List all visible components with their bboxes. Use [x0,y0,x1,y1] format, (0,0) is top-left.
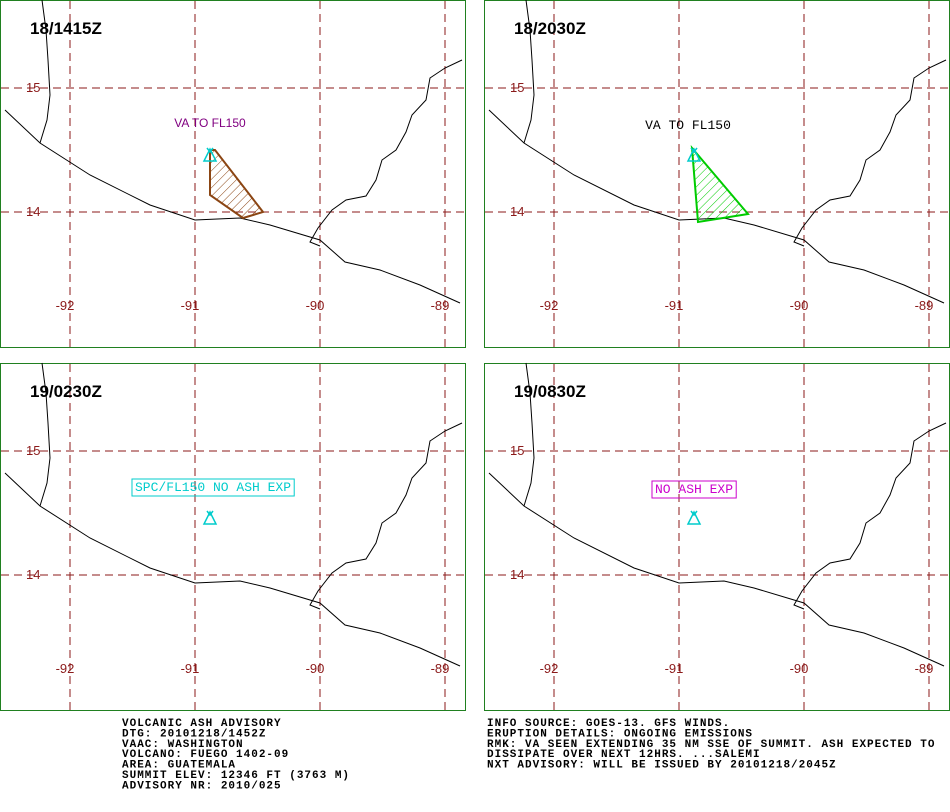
coastline [309,59,463,247]
coastline [793,422,947,610]
lon-label: -91 [181,298,200,313]
valid-time: 19/0830Z [514,382,586,401]
coastline [4,472,461,667]
advisory-line: ADVISORY NR: 2010/025 [122,780,282,792]
lon-label: -92 [540,298,559,313]
advisory-line: NXT ADVISORY: WILL BE ISSUED BY 20101218… [487,760,837,772]
lat-label: 15 [26,443,40,458]
coastline [39,0,51,144]
coastline [39,362,51,507]
lat-label: 14 [510,204,524,219]
lon-label: -89 [915,661,934,676]
valid-time: 19/0230Z [30,382,102,401]
advisory-line: AREA: GUATEMALA [122,760,236,772]
lon-label: -90 [306,298,325,313]
annotation: NO ASH EXP [655,482,733,497]
lon-label: -90 [790,298,809,313]
map-panel: 15 14 -92 -91 -90 -89 18/1415Z VA TO FL150 [0,0,466,348]
annotation: VA TO FL150 [174,116,246,130]
map-panel: 15 14 -92 -91 -90 -89 19/0830Z NO ASH EXP [484,362,950,711]
ash-cloud [209,149,265,220]
advisory-line: ERUPTION DETAILS: ONGOING EMISSIONS [487,728,753,740]
annotation: VA TO FL150 [645,118,731,133]
advisory-line: VOLCANIC ASH ADVISORY [122,718,282,730]
lat-label: 14 [26,567,40,582]
lat-label: 14 [26,204,40,219]
coastline [793,59,947,247]
lon-label: -89 [915,298,934,313]
lon-label: -92 [56,661,75,676]
valid-time: 18/2030Z [514,19,586,38]
lat-label: 15 [26,80,40,95]
lon-label: -89 [431,298,450,313]
annotation: SPC/FL150 NO ASH EXP [135,480,291,495]
advisory-line: SUMMIT ELEV: 12346 FT (3763 M) [122,770,350,782]
lon-label: -91 [181,661,200,676]
lon-label: -92 [56,298,75,313]
lon-label: -90 [306,661,325,676]
panel-border [484,363,950,711]
coastline [488,472,945,667]
volcano-icon [686,510,702,525]
advisory-line: DISSIPATE OVER NEXT 12HRS. ...SALEMI [487,749,761,761]
volcano-icon [202,147,218,162]
volcano-icon [202,510,218,525]
lat-label: 15 [510,443,524,458]
map-panel: 15 14 -92 -91 -90 -89 18/2030Z VA TO FL150 [484,0,950,348]
coastline [4,109,461,304]
lon-label: -89 [431,661,450,676]
lon-label: -90 [790,661,809,676]
annotation-box [131,478,295,497]
ash-cloud [690,144,750,224]
lon-label: -92 [540,661,559,676]
coastline [523,0,535,144]
panel-border [0,363,466,711]
advisory-line: VOLCANO: FUEGO 1402-09 [122,749,289,761]
lat-label: 15 [510,80,524,95]
lon-label: -91 [665,298,684,313]
advisory-line: DTG: 20101218/1452Z [122,728,266,740]
volcano-icon [686,147,702,162]
lon-label: -91 [665,661,684,676]
lat-label: 14 [510,567,524,582]
panel-border [484,0,950,348]
coastline [488,109,945,304]
advisory-line: VAAC: WASHINGTON [122,739,244,751]
annotation-box [651,480,737,499]
coastline [309,422,463,610]
valid-time: 18/1415Z [30,19,102,38]
advisory-line: RMK: VA SEEN EXTENDING 35 NM SSE OF SUMM… [487,739,935,751]
advisory-line: INFO SOURCE: GOES-13. GFS WINDS. [487,718,730,730]
panels: 15 14 -92 -91 -90 -89 18/1415Z VA TO FL150 15 14 -… [0,0,950,711]
advisory-right: INFO SOURCE: GOES-13. GFS WINDS.ERUPTION… [487,718,935,772]
map-panel: 15 14 -92 -91 -90 -89 19/0230Z SPC/FL150 NO ASH… [0,362,466,711]
coastline [523,362,535,507]
